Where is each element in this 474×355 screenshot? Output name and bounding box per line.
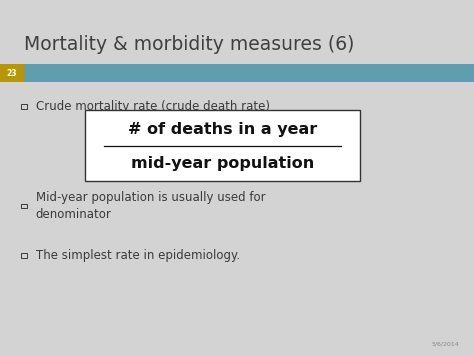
- FancyBboxPatch shape: [0, 64, 23, 82]
- Text: Mortality & morbidity measures (6): Mortality & morbidity measures (6): [24, 35, 354, 54]
- FancyBboxPatch shape: [85, 110, 360, 181]
- Text: mid-year population: mid-year population: [131, 156, 314, 171]
- Text: 23: 23: [6, 69, 17, 78]
- Text: 5/6/2014: 5/6/2014: [432, 342, 460, 347]
- FancyBboxPatch shape: [0, 64, 474, 82]
- Text: Mid-year population is usually used for
denominator: Mid-year population is usually used for …: [36, 191, 265, 221]
- Text: # of deaths in a year: # of deaths in a year: [128, 122, 318, 137]
- Text: The simplest rate in epidemiology.: The simplest rate in epidemiology.: [36, 249, 240, 262]
- Text: Crude mortality rate (crude death rate): Crude mortality rate (crude death rate): [36, 100, 270, 113]
